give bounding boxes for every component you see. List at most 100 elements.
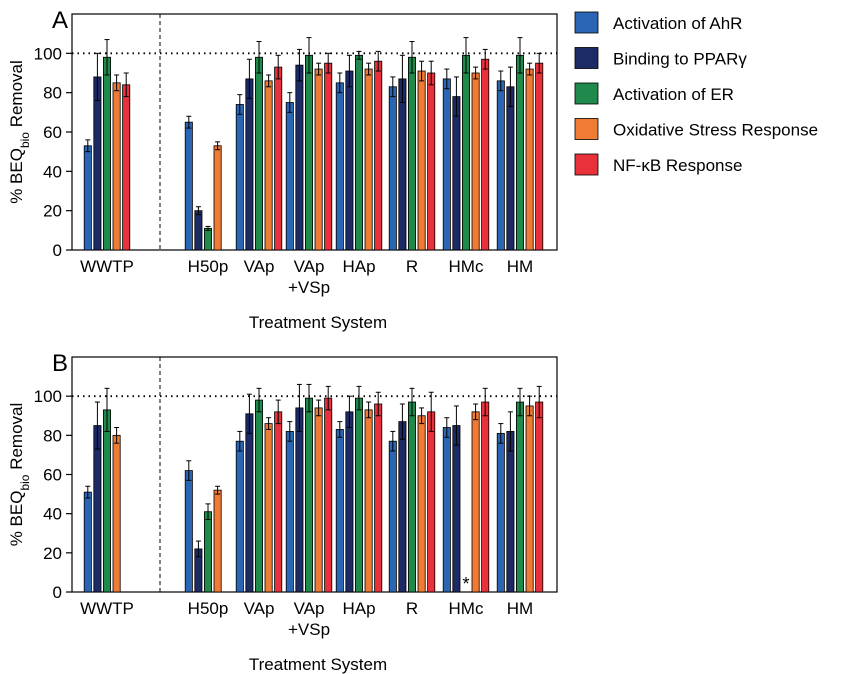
bar-1-0 xyxy=(184,121,193,251)
bar-7-3 xyxy=(525,68,534,251)
bar-6-1 xyxy=(452,425,461,593)
legend-label: Oxidative Stress Response xyxy=(613,121,818,140)
bar-7-1 xyxy=(506,431,515,593)
bar-3-3 xyxy=(314,407,323,593)
y-tick-label: 0 xyxy=(53,583,62,602)
bar-0-3 xyxy=(112,434,121,593)
bar-2-3 xyxy=(264,423,273,593)
legend-label: Activation of AhR xyxy=(613,14,742,33)
bar-6-1 xyxy=(452,96,461,251)
bar-4-3 xyxy=(364,68,373,251)
bar-2-1 xyxy=(245,78,254,251)
bar-5-4 xyxy=(427,411,436,593)
bar-6-4 xyxy=(481,401,490,593)
bar-5-3 xyxy=(417,415,426,593)
x-tick-label: R xyxy=(406,257,418,276)
y-tick-label: 40 xyxy=(43,162,62,181)
bar-4-1 xyxy=(345,70,354,251)
legend-label: Activation of ER xyxy=(613,85,734,104)
bar-0-4 xyxy=(122,84,131,251)
y-tick-label: 60 xyxy=(43,466,62,485)
bar-2-0 xyxy=(235,104,244,251)
bar-6-2 xyxy=(461,54,470,251)
bar-3-1 xyxy=(295,407,304,593)
bar-6-0 xyxy=(442,78,451,251)
bar-4-3 xyxy=(364,409,373,593)
legend-swatch xyxy=(574,153,599,176)
x-tick-sublabel: +VSp xyxy=(288,620,330,639)
bar-6-3 xyxy=(471,411,480,593)
x-tick-label: H50p xyxy=(188,599,229,618)
bar-2-2 xyxy=(254,399,263,593)
bar-5-1 xyxy=(398,421,407,593)
x-axis-title: Treatment System xyxy=(249,313,387,332)
bar-7-4 xyxy=(535,62,544,251)
y-tick-label: 100 xyxy=(34,387,62,406)
x-tick-label: R xyxy=(406,599,418,618)
y-tick-label: 80 xyxy=(43,426,62,445)
bar-0-1 xyxy=(93,76,102,251)
bar-5-2 xyxy=(407,56,416,251)
y-tick-label: 100 xyxy=(34,44,62,63)
bar-0-2 xyxy=(103,409,112,593)
bar-7-4 xyxy=(535,401,544,593)
bar-2-0 xyxy=(235,440,244,593)
annotation-asterisk: * xyxy=(462,574,469,594)
bar-1-2 xyxy=(203,511,212,593)
panel-letter: B xyxy=(52,350,68,377)
x-tick-label: VAp xyxy=(294,257,325,276)
x-tick-label: HMc xyxy=(449,257,484,276)
bar-3-2 xyxy=(304,54,313,251)
bar-3-2 xyxy=(304,397,313,593)
bar-5-1 xyxy=(398,78,407,251)
y-tick-label: 60 xyxy=(43,123,62,142)
y-tick-label: 20 xyxy=(43,202,62,221)
bar-1-1 xyxy=(194,210,203,251)
bar-5-0 xyxy=(388,86,397,251)
x-tick-label: HMc xyxy=(449,599,484,618)
bar-4-2 xyxy=(354,54,363,251)
bar-5-4 xyxy=(427,72,436,251)
bar-7-2 xyxy=(516,401,525,593)
x-tick-label: VAp xyxy=(244,599,275,618)
y-tick-label: 40 xyxy=(43,505,62,524)
bar-4-2 xyxy=(354,397,363,593)
bar-4-0 xyxy=(335,429,344,593)
bar-1-0 xyxy=(184,470,193,593)
bar-5-3 xyxy=(417,70,426,251)
x-tick-label: HAp xyxy=(342,257,375,276)
bar-4-0 xyxy=(335,82,344,251)
x-tick-label: VAp xyxy=(244,257,275,276)
bar-5-2 xyxy=(407,401,416,593)
bar-0-2 xyxy=(103,56,112,251)
bar-6-0 xyxy=(442,427,451,593)
bar-2-1 xyxy=(245,413,254,593)
bar-7-0 xyxy=(496,432,505,593)
y-tick-label: 80 xyxy=(43,84,62,103)
legend-swatch xyxy=(574,11,599,34)
bar-2-3 xyxy=(264,80,273,251)
bar-5-0 xyxy=(388,440,397,593)
bar-4-4 xyxy=(374,60,383,251)
x-tick-label: WWTP xyxy=(80,599,134,618)
x-axis-title: Treatment System xyxy=(249,655,387,674)
bar-6-4 xyxy=(481,58,490,251)
x-tick-sublabel: +VSp xyxy=(288,278,330,297)
bar-4-1 xyxy=(345,411,354,593)
bar-2-2 xyxy=(254,56,263,251)
y-tick-label: 0 xyxy=(53,241,62,260)
bar-1-2 xyxy=(203,227,212,251)
bar-4-4 xyxy=(374,403,383,593)
x-tick-label: HM xyxy=(507,257,533,276)
bar-0-0 xyxy=(83,145,92,251)
bar-0-0 xyxy=(83,491,92,593)
bar-2-4 xyxy=(274,66,283,251)
panel-a: A 0 20 40 60 80 100% BEQbio Removal WWTP H50p VAp… xyxy=(7,7,558,332)
bar-1-3 xyxy=(213,489,222,593)
x-tick-label: HAp xyxy=(342,599,375,618)
x-tick-label: H50p xyxy=(188,257,229,276)
bar-7-3 xyxy=(525,405,534,593)
panel-b: B 0 20 40 60 80 100% BEQbio Removal * WWTP H50p VA… xyxy=(7,350,558,674)
bar-7-2 xyxy=(516,54,525,251)
